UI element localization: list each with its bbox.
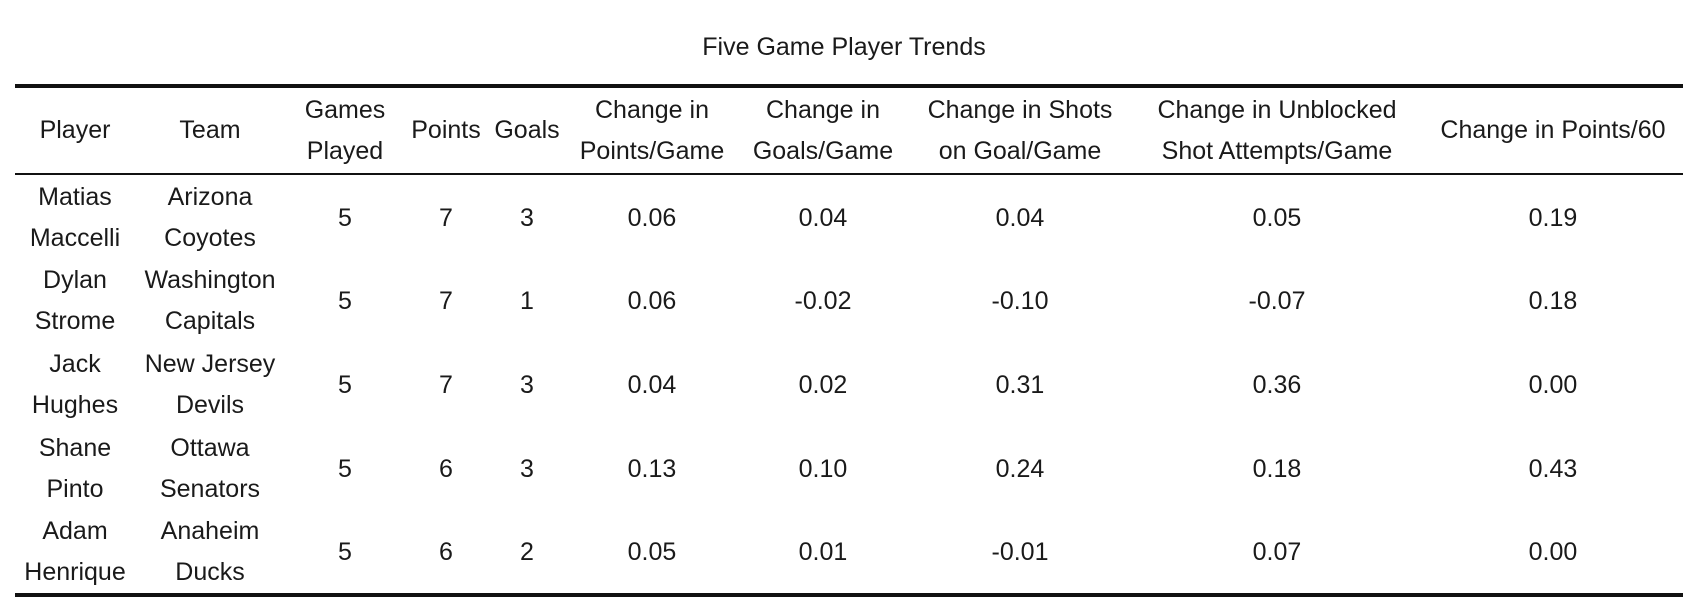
cell-change-goals-per-game: 0.04 — [798, 203, 848, 232]
cell-goals: 1 — [520, 286, 534, 315]
cell-change-goals-per-game: 0.01 — [798, 537, 848, 566]
table-row: Matias Maccelli Arizona Coyotes 5 7 3 0.… — [15, 174, 1683, 259]
cell-points: 6 — [439, 454, 453, 483]
cell-change-points-per-60: 0.00 — [1528, 537, 1578, 566]
cell-change-shots-on-goal-per-game: -0.01 — [991, 537, 1049, 566]
cell-change-unblocked-shot-attempts-per-game: 0.07 — [1252, 537, 1302, 566]
cell-player: Adam Henrique — [24, 517, 126, 586]
cell-change-points-per-game: 0.06 — [627, 286, 677, 315]
cell-team: Washington Capitals — [144, 266, 276, 335]
cell-player: Jack Hughes — [31, 350, 119, 419]
table-row: Jack Hughes New Jersey Devils 5 7 3 0.04… — [15, 343, 1683, 427]
cell-goals: 3 — [520, 203, 534, 232]
column-header-points: Points — [411, 116, 481, 144]
cell-player: Dylan Strome — [34, 266, 116, 335]
table-title: Five Game Player Trends — [702, 33, 986, 61]
cell-change-unblocked-shot-attempts-per-game: 0.36 — [1252, 370, 1302, 399]
table-row: Dylan Strome Washington Capitals 5 7 1 0… — [15, 259, 1683, 343]
cell-player: Matias Maccelli — [29, 183, 121, 252]
column-header-change-unblocked-shot-attempts-per-game: Change in Unblocked Shot Attempts/Game — [1157, 95, 1397, 165]
cell-change-points-per-60: 0.43 — [1528, 454, 1578, 483]
cell-team: Arizona Coyotes — [164, 183, 256, 252]
table-row: Adam Henrique Anaheim Ducks 5 6 2 0.05 0… — [15, 511, 1683, 595]
cell-player: Shane Pinto — [38, 434, 112, 503]
cell-change-points-per-game: 0.05 — [627, 537, 677, 566]
column-header-team: Team — [179, 116, 241, 144]
cell-change-unblocked-shot-attempts-per-game: 0.18 — [1252, 454, 1302, 483]
cell-goals: 3 — [520, 454, 534, 483]
column-header-change-shots-on-goal-per-game: Change in Shots on Goal/Game — [927, 95, 1113, 165]
cell-games-played: 5 — [338, 203, 352, 232]
cell-change-points-per-game: 0.06 — [627, 203, 677, 232]
cell-change-points-per-60: 0.19 — [1528, 203, 1578, 232]
header-row: Player Team Games Played Points Goals Ch… — [15, 86, 1683, 174]
cell-change-goals-per-game: -0.02 — [794, 286, 852, 315]
cell-games-played: 5 — [338, 537, 352, 566]
cell-change-points-per-60: 0.18 — [1528, 286, 1578, 315]
cell-change-shots-on-goal-per-game: -0.10 — [991, 286, 1049, 315]
cell-change-points-per-game: 0.04 — [627, 370, 677, 399]
cell-points: 7 — [439, 286, 453, 315]
cell-team: Ottawa Senators — [159, 434, 261, 503]
column-header-player: Player — [39, 116, 111, 144]
cell-change-shots-on-goal-per-game: 0.04 — [995, 203, 1045, 232]
cell-team: New Jersey Devils — [144, 350, 276, 419]
cell-points: 6 — [439, 537, 453, 566]
cell-games-played: 5 — [338, 370, 352, 399]
column-header-change-goals-per-game: Change in Goals/Game — [752, 95, 894, 165]
cell-change-shots-on-goal-per-game: 0.24 — [995, 454, 1045, 483]
column-header-games-played: Games Played — [304, 95, 386, 165]
cell-games-played: 5 — [338, 286, 352, 315]
cell-change-goals-per-game: 0.10 — [798, 454, 848, 483]
cell-change-points-per-game: 0.13 — [627, 454, 677, 483]
cell-points: 7 — [439, 370, 453, 399]
cell-change-goals-per-game: 0.02 — [798, 370, 848, 399]
cell-games-played: 5 — [338, 454, 352, 483]
cell-change-unblocked-shot-attempts-per-game: 0.05 — [1252, 203, 1302, 232]
column-header-change-points-per-game: Change in Points/Game — [579, 95, 725, 165]
column-header-goals: Goals — [494, 116, 560, 144]
cell-change-points-per-60: 0.00 — [1528, 370, 1578, 399]
cell-goals: 2 — [520, 537, 534, 566]
player-trends-table: Player Team Games Played Points Goals Ch… — [15, 84, 1683, 597]
cell-change-shots-on-goal-per-game: 0.31 — [995, 370, 1045, 399]
table-row: Shane Pinto Ottawa Senators 5 6 3 0.13 0… — [15, 427, 1683, 511]
cell-change-unblocked-shot-attempts-per-game: -0.07 — [1248, 286, 1306, 315]
cell-points: 7 — [439, 203, 453, 232]
cell-goals: 3 — [520, 370, 534, 399]
cell-team: Anaheim Ducks — [160, 517, 260, 586]
column-header-change-points-per-60: Change in Points/60 — [1440, 116, 1666, 144]
